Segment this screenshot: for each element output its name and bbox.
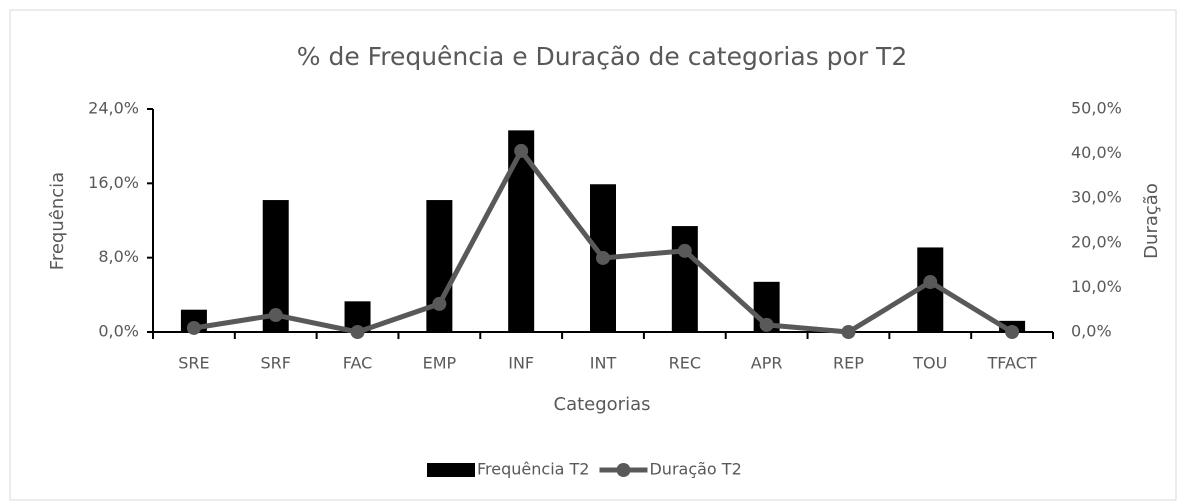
bar (671, 226, 698, 332)
x-tick-label: EMP (423, 354, 457, 373)
x-tick-label: INF (508, 354, 534, 373)
x-tick-label: APR (751, 354, 783, 373)
y2-tick-label: 50,0% (1071, 99, 1122, 118)
y2-tick-label: 40,0% (1071, 143, 1122, 162)
legend-label: Duração T2 (649, 460, 741, 479)
y-tick-label: 16,0% (88, 173, 139, 192)
y-tick-label: 24,0% (88, 99, 139, 118)
line-marker (759, 317, 774, 332)
x-tick-label: INT (590, 354, 617, 373)
legend-swatch-marker (616, 463, 631, 477)
line-marker (596, 250, 610, 265)
line-marker (268, 308, 283, 323)
chart-title: % de Frequência e Duração de categorias … (297, 42, 908, 71)
x-tick-label: REP (833, 354, 864, 373)
y2-tick-label: 20,0% (1071, 232, 1122, 251)
legend-label: Frequência T2 (477, 460, 589, 479)
line-marker (514, 143, 529, 158)
x-tick-label: SRE (178, 354, 209, 373)
bar (426, 200, 453, 332)
x-tick-label: TFACT (987, 354, 1037, 373)
y-tick-label: 0,0% (98, 322, 139, 341)
y2-tick-label: 0,0% (1071, 322, 1112, 341)
line-marker (1005, 325, 1020, 339)
y2-tick-label: 10,0% (1071, 277, 1122, 296)
x-tick-label: REC (669, 354, 701, 373)
line-marker (923, 275, 938, 290)
line-marker (432, 296, 447, 311)
legend-swatch (427, 463, 475, 477)
y-axis-label: Frequência (47, 172, 68, 270)
x-tick-label: TOU (912, 354, 947, 373)
x-axis-label: Categorias (554, 394, 651, 415)
y-tick-label: 8,0% (98, 247, 139, 266)
line-marker (841, 325, 856, 339)
line-marker (186, 320, 201, 335)
y2-axis-label: Duração (1141, 183, 1162, 259)
x-tick-label: FAC (343, 354, 373, 373)
line-marker (677, 243, 692, 258)
x-tick-label: SRF (260, 354, 290, 373)
y2-tick-label: 30,0% (1071, 188, 1122, 207)
line-marker (350, 325, 365, 339)
